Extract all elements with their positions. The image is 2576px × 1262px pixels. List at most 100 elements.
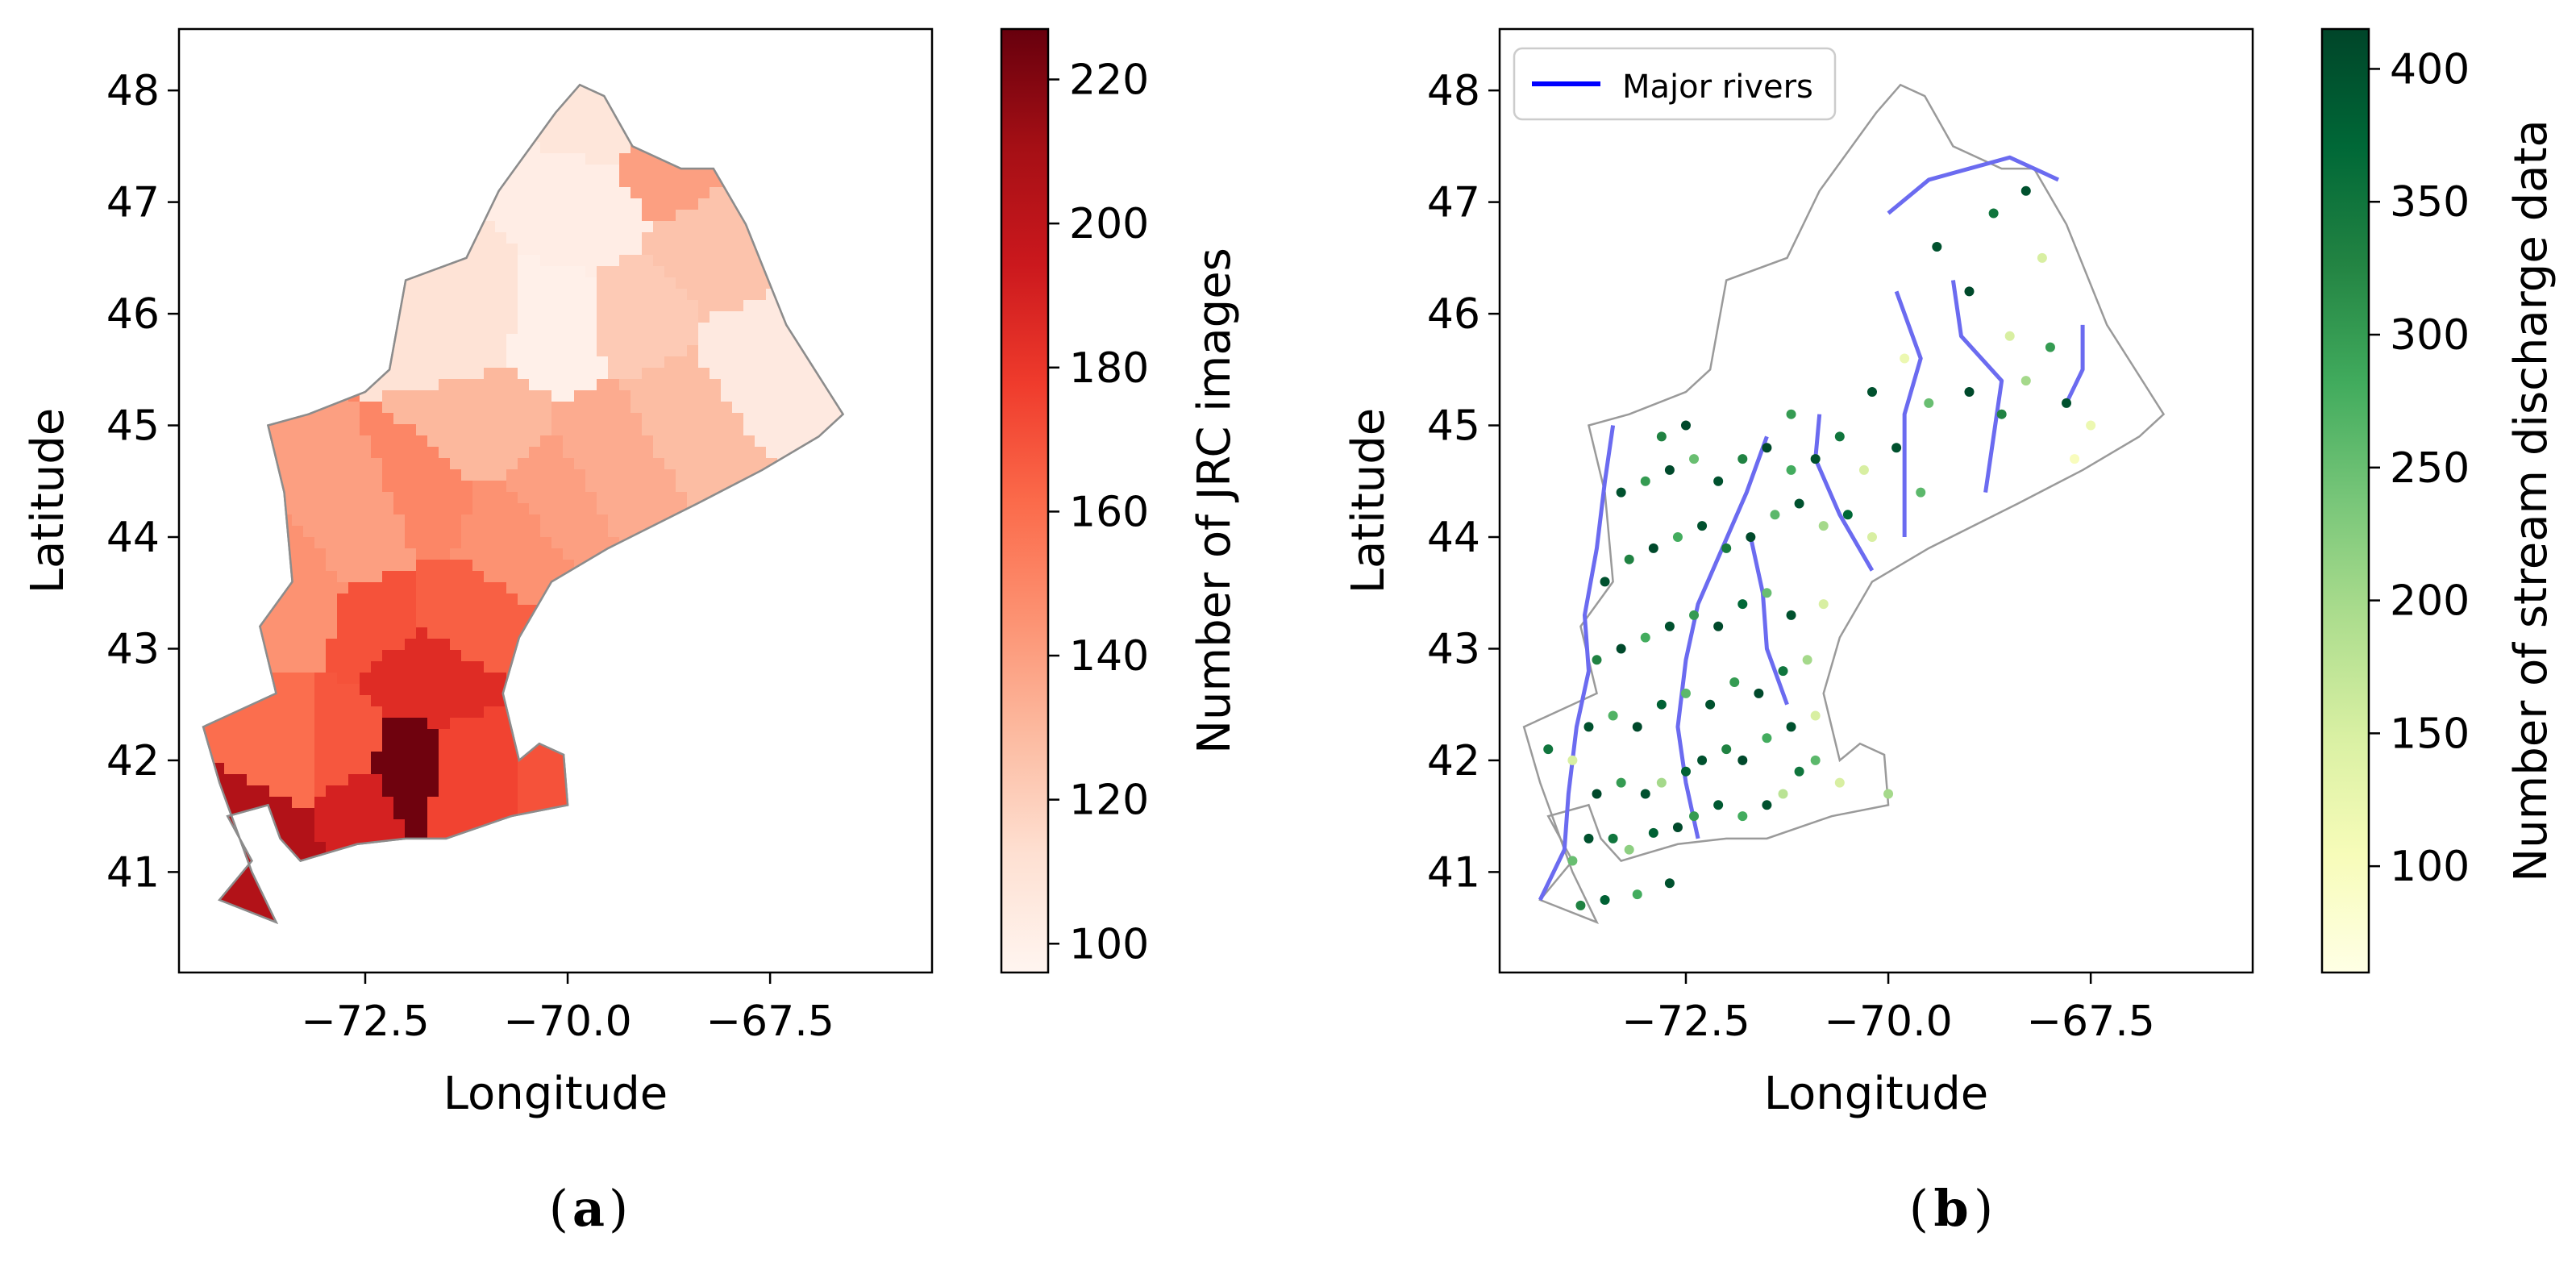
basin-cell — [224, 729, 236, 741]
basin-cell — [348, 469, 360, 481]
basin-cell — [235, 255, 248, 267]
basin-cell — [506, 774, 518, 786]
basin-cell — [630, 740, 643, 752]
basin-cell — [687, 255, 699, 267]
basin-cell — [506, 63, 518, 75]
basin-cell — [901, 198, 913, 210]
basin-cell — [382, 740, 394, 752]
basin-cell — [450, 808, 462, 820]
basin-cell — [834, 729, 843, 741]
basin-cell — [755, 650, 767, 662]
basin-cell — [664, 503, 676, 515]
basin-cell — [450, 198, 462, 210]
basin-cell — [574, 503, 586, 515]
basin-cell — [597, 729, 609, 741]
basin-cell — [190, 582, 202, 594]
basin-cell — [326, 447, 338, 459]
basin-cell — [235, 492, 248, 504]
basin-cell — [710, 29, 722, 41]
basin-cell — [630, 402, 643, 414]
basin-cell — [495, 345, 507, 357]
basin-cell — [326, 808, 338, 820]
basin-cell — [484, 142, 496, 154]
basin-cell — [326, 142, 338, 154]
basin-cell — [484, 571, 496, 583]
basin-cell — [597, 356, 609, 369]
basin-cell — [901, 142, 913, 154]
basin-cell — [484, 255, 496, 267]
basin-cell — [551, 819, 564, 831]
basin-cell — [529, 752, 541, 764]
basin-cell — [450, 210, 462, 222]
basin-cell — [326, 390, 338, 402]
basin-cell — [868, 402, 880, 414]
basin-cell — [924, 390, 936, 402]
basin-cell — [619, 424, 631, 436]
basin-cell — [698, 582, 710, 594]
basin-cell — [540, 221, 552, 233]
basin-cell — [314, 413, 327, 425]
basin-cell — [642, 165, 654, 177]
basin-cell — [585, 300, 597, 312]
basin-cell — [687, 379, 699, 391]
basin-cell — [608, 582, 620, 594]
basin-cell — [811, 424, 823, 436]
basin-cell — [529, 210, 541, 222]
basin-cell — [653, 345, 665, 357]
basin-cell — [766, 108, 778, 120]
basin-cell — [326, 232, 338, 244]
basin-cell — [518, 458, 530, 470]
basin-cell — [292, 514, 304, 527]
basin-cell — [393, 740, 406, 752]
basin-cell — [190, 368, 202, 380]
basin-cell — [743, 266, 755, 278]
basin-cell — [766, 605, 778, 617]
basin-cell — [203, 605, 214, 617]
basin-cell — [597, 503, 609, 515]
basin-cell — [630, 232, 643, 244]
basin-cell — [326, 244, 338, 256]
basin-cell — [585, 289, 597, 301]
basin-cell — [326, 514, 338, 527]
basin-cell — [664, 435, 676, 448]
basin-cell — [393, 673, 406, 685]
basin-cell — [540, 752, 552, 764]
basin-cell — [213, 492, 225, 504]
basin-cell — [563, 323, 575, 335]
basin-cell — [687, 221, 699, 233]
basin-cell — [337, 560, 349, 572]
basin-cell — [789, 492, 801, 504]
basin-cell — [190, 819, 202, 831]
basin-cell — [529, 514, 541, 527]
basin-cell — [710, 345, 722, 357]
basin-cell — [924, 447, 936, 459]
basin-cell — [337, 29, 349, 41]
basin-cell — [676, 311, 688, 323]
basin-cell — [890, 605, 902, 617]
basin-cell — [777, 40, 789, 52]
basin-cell — [427, 503, 439, 515]
basin-cell — [789, 673, 801, 685]
basin-cell — [800, 639, 812, 651]
basin-cell — [405, 853, 417, 865]
basin-cell — [258, 729, 270, 741]
basin-cell — [687, 165, 699, 177]
basin-cell — [439, 842, 451, 854]
basin-cell — [755, 52, 767, 64]
basin-cell — [461, 379, 473, 391]
basin-cell — [563, 684, 575, 696]
basin-cell — [868, 379, 880, 391]
basin-cell — [901, 650, 913, 662]
basin-cell — [924, 650, 936, 662]
basin-cell — [281, 255, 293, 267]
basin-cell — [563, 300, 575, 312]
basin-cell — [913, 85, 925, 98]
basin-cell — [574, 289, 586, 301]
basin-cell — [461, 311, 473, 323]
basin-cell — [630, 684, 643, 696]
basin-cell — [687, 627, 699, 639]
basin-cell — [710, 661, 722, 673]
basin-cell — [281, 131, 293, 143]
basin-cell — [224, 29, 236, 41]
basin-cell — [721, 153, 733, 165]
